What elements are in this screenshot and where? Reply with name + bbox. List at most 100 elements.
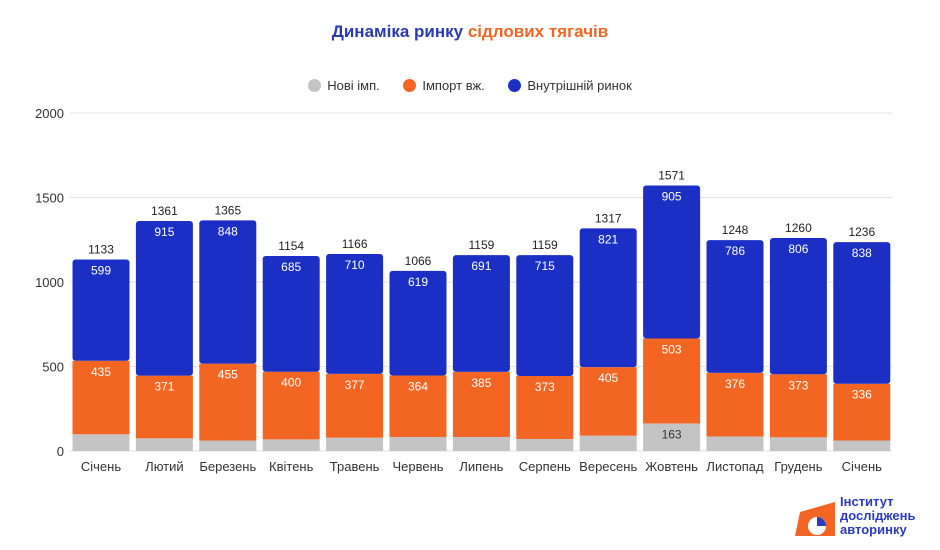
data-label: 915 xyxy=(154,225,174,239)
legend-label: Внутрішній ринок xyxy=(527,78,632,93)
total-label: 1365 xyxy=(214,203,241,217)
bar-segment xyxy=(769,437,827,451)
bar-segment xyxy=(706,372,764,437)
bar-segment xyxy=(326,253,384,374)
bar-segment xyxy=(452,255,510,372)
bar-segment xyxy=(833,242,891,384)
bar-segment xyxy=(199,363,257,441)
bar-segment xyxy=(643,423,701,451)
bar-segment xyxy=(833,383,891,441)
y-tick-label: 500 xyxy=(42,360,64,375)
data-label: 685 xyxy=(281,260,301,274)
bar-segment xyxy=(326,437,384,451)
total-label: 1159 xyxy=(468,238,494,252)
legend-label: Нові імп. xyxy=(327,78,380,93)
bar-segment xyxy=(135,438,193,451)
legend-swatch xyxy=(508,79,522,92)
bar-segment xyxy=(706,240,764,373)
legend-item-used-import: Імпорт вж. xyxy=(403,78,485,93)
bar-segment xyxy=(833,440,891,451)
data-label: 455 xyxy=(218,368,238,382)
data-label: 376 xyxy=(725,377,745,391)
bar-segment xyxy=(135,375,193,439)
data-label: 599 xyxy=(91,264,111,278)
data-label: 806 xyxy=(788,242,808,256)
bar-segment xyxy=(72,360,130,435)
bar-segment xyxy=(643,338,701,424)
legend-label: Імпорт вж. xyxy=(422,78,485,93)
data-label: 400 xyxy=(281,376,301,390)
logo-text: Інститут досліджень авторинку xyxy=(840,495,916,537)
x-tick-label: Грудень xyxy=(774,459,822,474)
x-tick-label: Січень xyxy=(842,459,882,474)
x-tick-label: Травень xyxy=(330,459,380,474)
total-label: 1154 xyxy=(278,239,304,253)
bar-segment xyxy=(516,255,574,376)
data-label: 691 xyxy=(471,259,491,273)
y-tick-label: 2000 xyxy=(35,106,64,121)
logo-icon xyxy=(795,502,835,536)
x-tick-label: Серпень xyxy=(519,459,571,474)
total-label: 1361 xyxy=(151,204,178,218)
bar-segment xyxy=(452,371,510,437)
data-label: 905 xyxy=(662,190,682,204)
y-tick-label: 1000 xyxy=(35,275,64,290)
title-part2: сідлових тягачів xyxy=(467,22,609,41)
bar-segment xyxy=(326,373,384,438)
legend-item-new-import: Нові імп. xyxy=(308,78,380,93)
data-label: 373 xyxy=(535,380,555,394)
legend: Нові імп. Імпорт вж. Внутрішній ринок xyxy=(0,78,940,93)
data-label: 715 xyxy=(535,259,555,273)
legend-swatch xyxy=(308,79,322,92)
x-tick-label: Червень xyxy=(392,459,443,474)
bar-segment xyxy=(262,255,320,372)
data-label: 619 xyxy=(408,275,428,289)
bar-segment xyxy=(262,439,320,451)
bar-segment xyxy=(135,220,193,376)
bar-segment xyxy=(579,367,637,436)
total-label: 1571 xyxy=(658,169,685,183)
x-tick-label: Квітень xyxy=(269,459,314,474)
x-tick-label: Вересень xyxy=(579,459,637,474)
data-label: 373 xyxy=(788,378,808,392)
bar-segment xyxy=(389,436,447,451)
x-tick-label: Листопад xyxy=(706,459,764,474)
data-label: 435 xyxy=(91,365,111,379)
bar-segment xyxy=(706,436,764,451)
logo-line: досліджень xyxy=(840,508,916,523)
total-label: 1236 xyxy=(848,225,875,239)
bar-segment xyxy=(579,228,637,368)
data-label: 503 xyxy=(662,342,682,356)
bar-segment xyxy=(389,375,447,437)
data-label: 385 xyxy=(471,376,491,390)
total-label: 1166 xyxy=(342,237,368,251)
data-label: 336 xyxy=(852,388,872,402)
bar-segment xyxy=(72,434,130,451)
y-tick-label: 0 xyxy=(57,444,64,459)
legend-item-domestic: Внутрішній ринок xyxy=(508,78,632,93)
bar-segment xyxy=(199,220,257,364)
x-tick-label: Лютий xyxy=(145,459,183,474)
data-label: 405 xyxy=(598,371,618,385)
x-tick-label: Липень xyxy=(459,459,503,474)
bar-segment xyxy=(516,439,574,451)
logo-line: авторинку xyxy=(840,522,907,537)
data-label: 838 xyxy=(852,246,872,260)
bar-segment xyxy=(579,435,637,451)
data-label: 377 xyxy=(345,378,365,392)
bar-segment xyxy=(262,371,320,440)
data-label: 364 xyxy=(408,379,428,393)
bar-segment xyxy=(199,440,257,451)
chart-title: Динаміка ринку сідлових тягачів xyxy=(0,22,940,42)
logo-line: Інститут xyxy=(840,494,894,509)
legend-swatch xyxy=(403,79,417,92)
bar-segment xyxy=(516,375,574,440)
bar-segment xyxy=(643,185,701,339)
total-label: 1133 xyxy=(88,243,114,257)
bar-segment xyxy=(769,374,827,438)
total-label: 1248 xyxy=(722,223,749,237)
data-label: 710 xyxy=(345,258,365,272)
bar-segment xyxy=(389,270,447,376)
